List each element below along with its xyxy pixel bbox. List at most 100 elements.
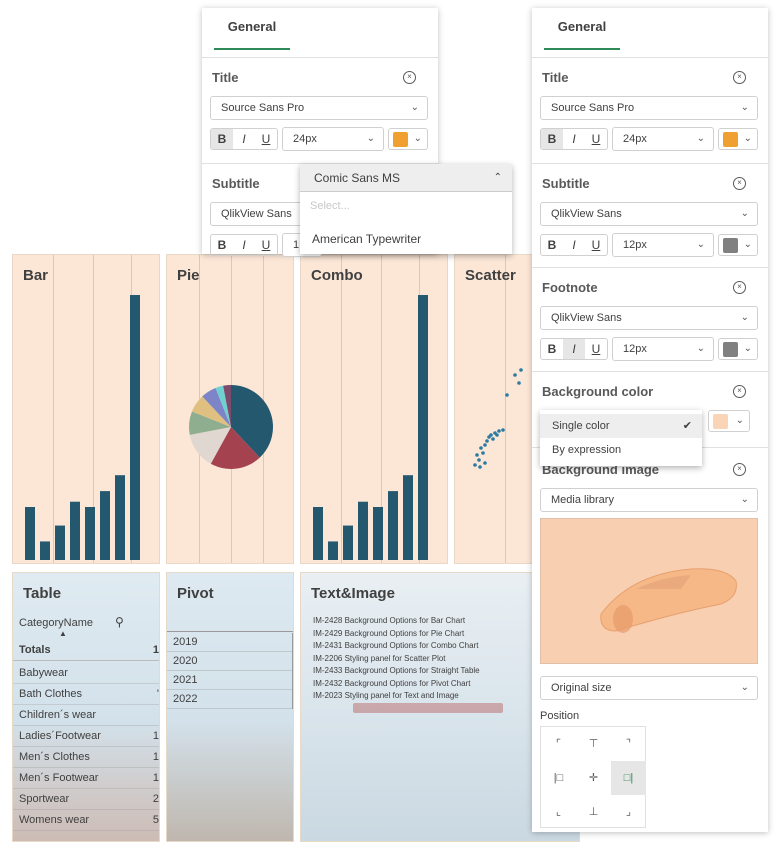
scatter-chart-title: Scatter bbox=[465, 267, 516, 284]
italic-button[interactable]: I bbox=[242, 132, 246, 146]
title-color-picker[interactable]: ⌄ bbox=[718, 128, 758, 150]
table-cell-value: 2 bbox=[152, 793, 159, 805]
italic-button[interactable]: I bbox=[563, 339, 585, 359]
reset-icon[interactable]: × bbox=[733, 385, 746, 398]
footnote-size-select[interactable]: 12px ⌄ bbox=[612, 337, 714, 361]
pie-slice bbox=[231, 385, 273, 458]
position-middle-left-icon[interactable]: |□ bbox=[553, 772, 564, 784]
title-size-select[interactable]: 24px ⌄ bbox=[612, 127, 714, 151]
reset-icon[interactable]: × bbox=[733, 463, 746, 476]
position-bottom-center-icon[interactable]: ⊥ bbox=[588, 806, 599, 818]
position-top-right-icon[interactable]: ⌝ bbox=[625, 738, 632, 750]
italic-button[interactable]: I bbox=[572, 132, 576, 146]
bar-mark bbox=[373, 507, 383, 560]
reset-icon[interactable]: × bbox=[733, 281, 746, 294]
table-row[interactable]: Sportwear 2 bbox=[13, 789, 159, 810]
bar-chart-card[interactable]: Bar bbox=[12, 254, 160, 564]
title-font-select[interactable]: Source Sans Pro ⌄ bbox=[540, 96, 758, 120]
font-search-input[interactable]: Select... bbox=[310, 200, 350, 212]
image-size-value: Original size bbox=[551, 682, 612, 694]
reset-icon[interactable]: × bbox=[733, 177, 746, 190]
scatter-point bbox=[473, 463, 477, 467]
bar-mark bbox=[115, 475, 125, 560]
table-cell-name: Men´s Clothes bbox=[19, 751, 90, 763]
image-source-select[interactable]: Media library ⌄ bbox=[540, 488, 758, 512]
position-top-center-icon[interactable]: ⊤ bbox=[588, 738, 599, 750]
title-font-select[interactable]: Source Sans Pro ⌄ bbox=[210, 96, 428, 120]
underline-button[interactable]: U bbox=[261, 238, 271, 252]
font-dropdown-selected[interactable]: Comic Sans MS ⌃ bbox=[300, 164, 512, 192]
reset-icon[interactable]: × bbox=[403, 71, 416, 84]
menu-option-single-color[interactable]: Single color ✔ bbox=[540, 414, 702, 438]
position-top-left-icon[interactable]: ⌜ bbox=[555, 738, 562, 750]
table-row[interactable]: Babywear bbox=[13, 663, 159, 684]
footnote-color-picker[interactable]: ⌄ bbox=[718, 338, 758, 360]
pivot-row[interactable]: 2022 bbox=[167, 690, 292, 709]
title-size-select[interactable]: 24px ⌄ bbox=[282, 127, 384, 151]
underline-button[interactable]: U bbox=[591, 342, 601, 356]
title-section: Title × Source Sans Pro ⌄ B I U 24px ⌄ ⌄ bbox=[202, 58, 438, 164]
image-preview[interactable] bbox=[540, 518, 758, 664]
bold-button[interactable]: B bbox=[217, 238, 227, 252]
subtitle-font-select[interactable]: QlikView Sans ⌄ bbox=[540, 202, 758, 226]
italic-button[interactable]: I bbox=[242, 238, 246, 252]
table-row[interactable]: Bath Clothes ' bbox=[13, 684, 159, 705]
title-color-picker[interactable]: ⌄ bbox=[388, 128, 428, 150]
table-row[interactable]: Men´s Footwear 1 bbox=[13, 768, 159, 789]
position-middle-right-icon[interactable]: □| bbox=[611, 761, 646, 795]
footnote-font-select[interactable]: QlikView Sans ⌄ bbox=[540, 306, 758, 330]
search-icon[interactable]: ⚲ bbox=[115, 615, 124, 629]
bold-button[interactable]: B bbox=[541, 129, 563, 149]
table-row[interactable]: Men´s Clothes 1 bbox=[13, 747, 159, 768]
pivot-row[interactable]: 2019 bbox=[167, 633, 292, 652]
scatter-point bbox=[495, 433, 499, 437]
position-center-icon[interactable]: ✛ bbox=[588, 772, 599, 784]
text-line: IM-2428 Background Options for Bar Chart bbox=[313, 616, 466, 625]
image-size-select[interactable]: Original size ⌄ bbox=[540, 676, 758, 700]
scatter-point bbox=[519, 368, 523, 372]
gridline bbox=[53, 255, 54, 563]
pivot-row[interactable]: 2021 bbox=[167, 671, 292, 690]
italic-button[interactable]: I bbox=[572, 238, 576, 252]
subtitle-label: Subtitle bbox=[212, 176, 260, 191]
table-title: Table bbox=[23, 585, 62, 602]
table-column-header[interactable]: CategoryName ⚲ bbox=[19, 615, 159, 629]
underline-button[interactable]: U bbox=[261, 132, 271, 146]
underline-button[interactable]: U bbox=[591, 132, 601, 146]
gridline bbox=[341, 255, 342, 563]
pie-chart-card[interactable]: Pie bbox=[166, 254, 294, 564]
position-bottom-right-icon[interactable]: ⌟ bbox=[625, 806, 632, 818]
reset-icon[interactable]: × bbox=[733, 71, 746, 84]
table-cell-name: Children´s wear bbox=[19, 709, 97, 721]
scatter-point bbox=[497, 429, 501, 433]
bold-button[interactable]: B bbox=[211, 129, 233, 149]
combo-chart-card[interactable]: Combo bbox=[300, 254, 448, 564]
bar-mark bbox=[328, 541, 338, 560]
pivot-card[interactable]: Pivot 2019 2020 2021 2022 bbox=[166, 572, 294, 842]
subtitle-style-buttons: B I U bbox=[540, 234, 608, 256]
font-option[interactable]: American Typewriter bbox=[312, 232, 422, 246]
bold-button[interactable]: B bbox=[547, 342, 557, 356]
text-line: IM-2433 Background Options for Straight … bbox=[313, 666, 480, 675]
table-row[interactable]: Children´s wear bbox=[13, 705, 159, 726]
chevron-down-icon: ⌄ bbox=[743, 133, 752, 144]
bar-chart-title: Bar bbox=[23, 267, 49, 284]
table-row[interactable]: Womens wear 5 bbox=[13, 810, 159, 831]
pie-slice bbox=[210, 427, 260, 469]
table-card[interactable]: Table CategoryName ⚲ ▲ Totals 1 Babywear… bbox=[12, 572, 160, 842]
pie-chart-title: Pie bbox=[177, 267, 200, 284]
subtitle-size-select[interactable]: 12px ⌄ bbox=[612, 233, 714, 257]
bold-button[interactable]: B bbox=[547, 238, 557, 252]
car-image-icon bbox=[600, 568, 737, 633]
bar-mark bbox=[130, 295, 140, 560]
tab-general[interactable]: General bbox=[214, 10, 290, 50]
position-bottom-left-icon[interactable]: ⌞ bbox=[555, 806, 562, 818]
background-color-picker[interactable]: ⌄ bbox=[708, 410, 750, 432]
bar-mark bbox=[85, 507, 95, 560]
subtitle-color-picker[interactable]: ⌄ bbox=[718, 234, 758, 256]
tab-general[interactable]: General bbox=[544, 10, 620, 50]
table-row[interactable]: Ladies´Footwear 1 bbox=[13, 726, 159, 747]
pivot-row[interactable]: 2020 bbox=[167, 652, 292, 671]
menu-option-by-expression[interactable]: By expression bbox=[540, 438, 702, 462]
underline-button[interactable]: U bbox=[591, 238, 601, 252]
